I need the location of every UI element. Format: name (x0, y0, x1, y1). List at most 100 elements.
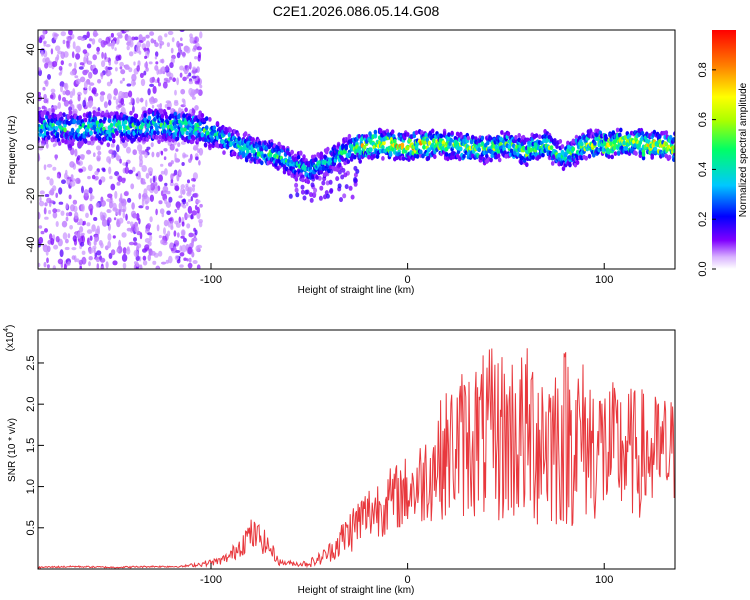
spectral-mark (198, 127, 202, 133)
noise-speckle (48, 209, 52, 215)
noise-speckle (44, 202, 48, 207)
noise-speckle (43, 207, 47, 215)
snr-series-line (38, 348, 675, 569)
spectral-mark (303, 167, 307, 172)
spectral-mark (175, 136, 180, 142)
spectral-mark (39, 128, 43, 134)
noise-speckle (142, 260, 148, 266)
noise-speckle (156, 151, 160, 158)
noise-speckle (124, 30, 130, 33)
spectral-mark (132, 137, 136, 142)
noise-speckle (93, 217, 98, 221)
noise-speckle (192, 172, 198, 180)
noise-speckle (184, 65, 188, 69)
noise-speckle (165, 65, 169, 70)
noise-speckle (52, 265, 56, 269)
noise-speckle (344, 184, 349, 190)
noise-speckle (116, 248, 120, 253)
noise-speckle (38, 147, 44, 151)
noise-speckle (300, 189, 305, 195)
noise-speckle (55, 192, 58, 198)
spectral-mark (500, 130, 504, 135)
spectral-mark (237, 136, 241, 142)
noise-speckle (69, 99, 73, 107)
noise-speckle (133, 237, 137, 242)
spectral-mark (474, 136, 478, 142)
noise-speckle (126, 146, 131, 154)
noise-speckle (180, 184, 185, 190)
noise-speckle (86, 60, 93, 65)
noise-speckle (124, 64, 130, 69)
colorbar-tick-label: 0.6 (697, 112, 709, 127)
colorbar-tick-label: 0.4 (697, 162, 709, 177)
noise-speckle (49, 94, 54, 99)
noise-speckle (65, 169, 68, 176)
noise-speckle (340, 174, 345, 180)
noise-speckle (181, 98, 185, 103)
noise-speckle (180, 187, 183, 196)
noise-speckle (83, 220, 86, 226)
noise-speckle (92, 245, 97, 250)
noise-speckle (97, 150, 102, 156)
noise-speckle (50, 48, 54, 55)
noise-speckle (80, 203, 85, 212)
noise-speckle (56, 174, 60, 179)
spectral-mark (513, 150, 517, 156)
noise-speckle (84, 69, 90, 74)
spectral-mark (650, 155, 654, 160)
spectral-mark (661, 152, 665, 158)
noise-speckle (181, 244, 187, 253)
spectral-mark (42, 109, 47, 115)
noise-speckle (65, 89, 71, 96)
noise-speckle (196, 264, 201, 269)
noise-speckle (170, 47, 174, 54)
noise-speckle (147, 254, 151, 262)
spectral-mark (525, 162, 529, 168)
noise-speckle (162, 185, 169, 193)
noise-speckle (87, 175, 91, 180)
noise-speckle (107, 66, 113, 70)
noise-speckle (68, 30, 73, 36)
spectral-mark (93, 116, 98, 121)
noise-speckle (77, 231, 81, 239)
noise-speckle (120, 69, 126, 75)
spectral-mark (441, 140, 446, 146)
noise-speckle (58, 187, 63, 195)
spectral-mark (301, 177, 305, 183)
noise-speckle (155, 51, 159, 57)
spectral-mark (641, 152, 646, 157)
noise-speckle (116, 32, 123, 37)
noise-speckle (170, 222, 174, 229)
noise-speckle (131, 73, 137, 82)
noise-speckle (107, 240, 112, 249)
spectral-mark (138, 129, 143, 135)
noise-speckle (125, 213, 128, 221)
noise-speckle (184, 212, 188, 221)
noise-speckle (152, 260, 157, 265)
noise-speckle (199, 221, 203, 228)
noise-speckle (195, 245, 200, 252)
spectral-mark (477, 143, 482, 148)
noise-speckle (335, 176, 340, 182)
noise-speckle (39, 196, 42, 202)
noise-speckle (99, 211, 104, 218)
noise-speckle (164, 182, 168, 187)
noise-speckle (113, 88, 118, 96)
noise-speckle (133, 242, 138, 246)
noise-speckle (172, 77, 177, 82)
spectral-mark (45, 131, 50, 136)
noise-speckle (156, 104, 162, 108)
noise-speckle (135, 266, 139, 269)
noise-speckle (132, 105, 135, 113)
noise-speckle (92, 67, 98, 75)
noise-speckle (113, 217, 117, 221)
noise-speckle (40, 50, 44, 57)
noise-speckle (174, 89, 177, 96)
noise-speckle (81, 185, 84, 194)
spectral-mark (555, 144, 559, 150)
noise-speckle (117, 175, 123, 183)
noise-speckle (43, 93, 47, 101)
noise-speckle (143, 188, 148, 196)
noise-speckle (108, 149, 114, 154)
